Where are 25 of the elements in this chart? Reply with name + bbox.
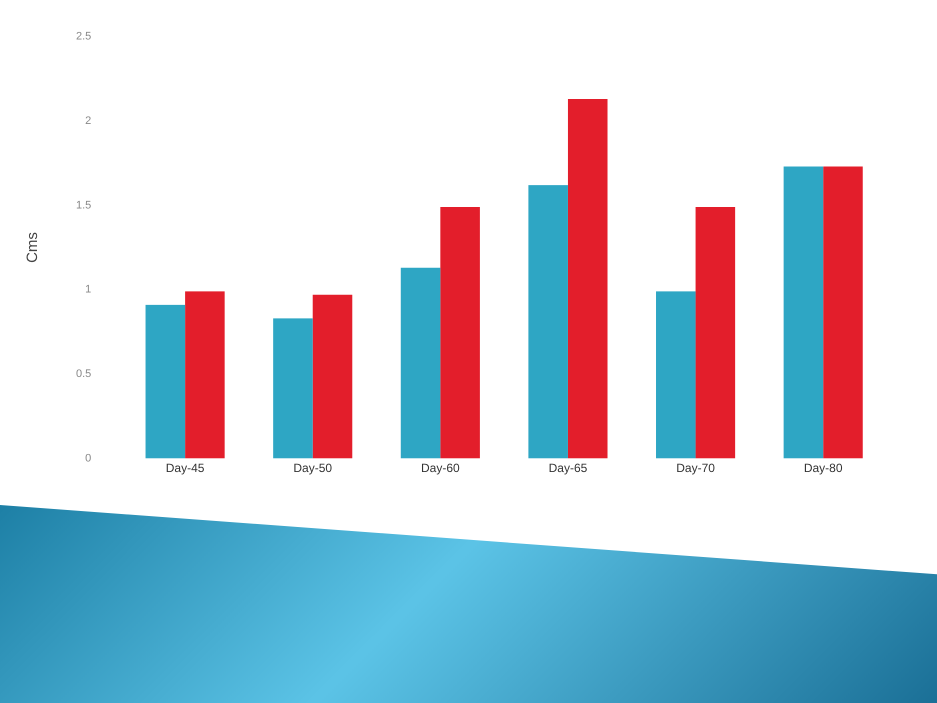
bar — [185, 291, 225, 458]
x-tick-label: Day-80 — [804, 460, 843, 475]
y-tick-label: 2 — [85, 114, 92, 127]
bar — [440, 207, 480, 458]
x-tick-label: Day-60 — [420, 460, 460, 475]
bar — [312, 294, 352, 458]
bar — [273, 318, 313, 458]
bar — [146, 304, 186, 458]
bar — [784, 166, 824, 458]
x-tick-label: Day-65 — [548, 460, 588, 475]
y-tick-label: 0.5 — [76, 368, 92, 380]
bar — [568, 99, 608, 458]
x-tick-label: Day-45 — [166, 460, 205, 475]
bar — [400, 268, 440, 458]
y-tick-label: 0 — [85, 452, 92, 464]
bar — [528, 185, 568, 458]
bar — [696, 207, 736, 458]
y-axis-title: Cms — [24, 232, 42, 263]
x-tick-label: Day-70 — [676, 460, 716, 475]
y-tick-label: 2.5 — [76, 30, 92, 43]
y-tick-label: 1 — [85, 284, 92, 296]
x-tick-label: Day-50 — [293, 460, 332, 475]
bar — [656, 291, 696, 458]
bar — [823, 166, 863, 458]
y-tick-label: 1.5 — [76, 199, 92, 212]
